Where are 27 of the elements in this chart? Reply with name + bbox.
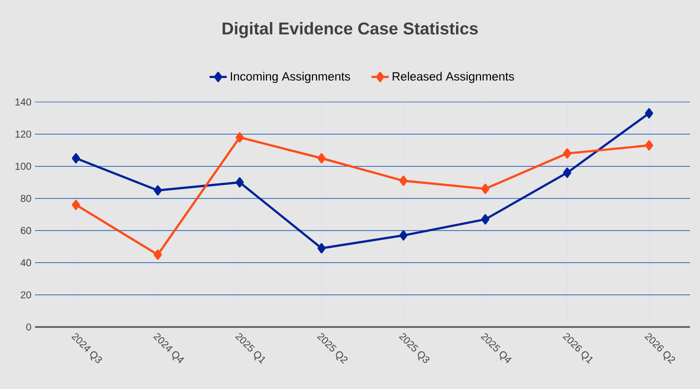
legend-label: Incoming Assignments — [230, 72, 350, 84]
y-tick-label: 20 — [20, 291, 32, 298]
point — [236, 177, 244, 188]
y-tick-label: 60 — [20, 227, 32, 234]
point — [399, 176, 408, 186]
point — [481, 184, 490, 194]
point — [317, 243, 326, 254]
y-tick-label: 120 — [16, 130, 32, 138]
chart-title: Digital Evidence Case Statistics — [222, 22, 478, 38]
legend-label: Released Assignments — [392, 72, 514, 84]
y-tick-label: 100 — [16, 162, 32, 170]
point — [236, 132, 244, 142]
point — [563, 148, 572, 159]
point — [481, 214, 490, 224]
point — [154, 250, 162, 260]
point — [72, 153, 80, 164]
point — [644, 108, 654, 118]
point — [563, 168, 572, 178]
y-tick-label: 80 — [20, 194, 32, 202]
y-tick-label: 40 — [20, 259, 32, 266]
point — [399, 230, 408, 240]
y-tick-label: 0 — [26, 323, 32, 331]
point — [317, 153, 326, 164]
point — [154, 185, 162, 196]
y-tick-label: 140 — [16, 98, 32, 106]
point — [72, 200, 80, 210]
point — [644, 140, 654, 150]
